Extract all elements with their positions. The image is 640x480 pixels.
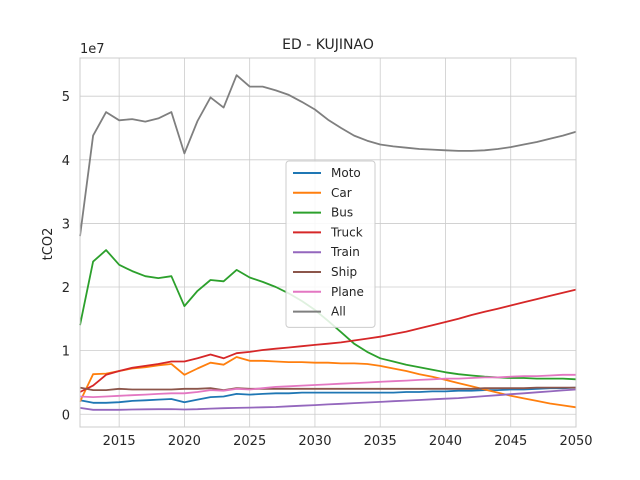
x-tick-label: 2015 bbox=[103, 434, 136, 449]
x-tick-label: 2050 bbox=[559, 434, 592, 449]
x-tick-label: 2040 bbox=[429, 434, 462, 449]
y-tick-label: 0 bbox=[62, 408, 70, 423]
y-tick-label: 4 bbox=[62, 154, 70, 169]
legend-label-bus: Bus bbox=[331, 206, 353, 220]
x-tick-label: 2035 bbox=[364, 434, 397, 449]
series-line-all bbox=[79, 74, 577, 237]
y-tick-label: 1 bbox=[62, 345, 70, 360]
legend: Moto Car Bus Truck Train Ship Plane All bbox=[285, 160, 376, 328]
series-line-ship bbox=[79, 386, 576, 392]
x-tick-label: 2025 bbox=[233, 434, 266, 449]
legend-label-moto: Moto bbox=[331, 166, 361, 180]
legend-label-car: Car bbox=[331, 186, 352, 200]
legend-label-all: All bbox=[331, 305, 346, 319]
y-axis-label: tCO2 bbox=[41, 228, 56, 261]
legend-label-train: Train bbox=[330, 245, 360, 259]
plot-frame bbox=[79, 57, 577, 428]
x-tick-label: 2045 bbox=[494, 434, 527, 449]
y-tick-label: 5 bbox=[62, 90, 70, 105]
y-tick-label: 3 bbox=[62, 217, 70, 232]
series-line-train bbox=[79, 388, 577, 411]
x-tick-label: 2030 bbox=[298, 434, 331, 449]
series-line-car bbox=[79, 356, 577, 409]
axes: 2015 2020 2025 2030 2035 2040 2045 2050 0 1 2 3 4 5 bbox=[62, 57, 593, 449]
series-line-moto bbox=[79, 386, 577, 404]
y-offset-text: 1e7 bbox=[80, 42, 105, 57]
legend-label-plane: Plane bbox=[331, 285, 364, 299]
legend-box bbox=[285, 160, 376, 328]
legend-label-truck: Truck bbox=[330, 225, 363, 239]
x-tick-label: 2020 bbox=[168, 434, 201, 449]
series-line-truck bbox=[79, 288, 577, 393]
legend-label-ship: Ship bbox=[331, 265, 357, 279]
grid bbox=[80, 58, 577, 427]
series-line-plane bbox=[79, 373, 576, 399]
y-tick-label: 2 bbox=[62, 281, 70, 296]
chart-title: ED - KUJINAO bbox=[282, 37, 374, 53]
